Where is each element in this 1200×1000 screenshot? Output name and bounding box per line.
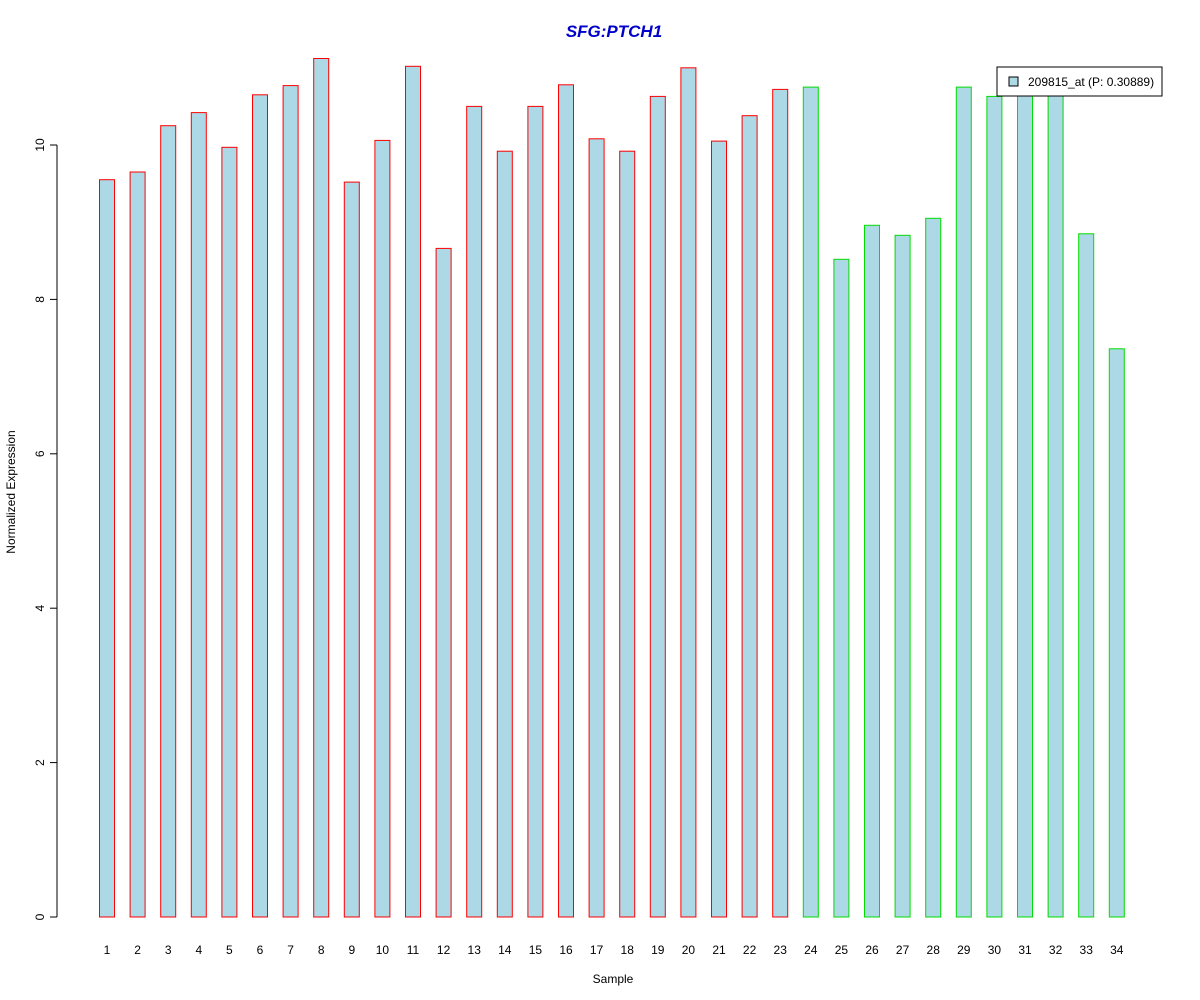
x-axis-tick-label: 13 (468, 943, 482, 957)
bar-sample-34 (1108, 348, 1125, 918)
legend: 209815_at (P: 0.30889) (996, 66, 1163, 97)
bar-sample-24 (802, 86, 819, 918)
x-axis-tick-label: 30 (988, 943, 1002, 957)
bars (99, 58, 1125, 918)
x-axis-tick-label: 2 (134, 943, 141, 957)
bar-sample-12 (435, 247, 452, 918)
x-axis-tick-label: 4 (195, 943, 202, 957)
bar-sample-25 (833, 258, 850, 918)
bar-sample-13 (466, 105, 483, 918)
x-axis-label: Sample (593, 972, 634, 986)
bar-sample-22 (741, 115, 758, 918)
x-axis-tick-label: 1 (104, 943, 111, 957)
x-axis-tick-label: 5 (226, 943, 233, 957)
x-axis-tick-label: 12 (437, 943, 451, 957)
x-axis-tick-label: 10 (376, 943, 390, 957)
legend-label: 209815_at (P: 0.30889) (1028, 75, 1154, 89)
bar-sample-2 (129, 171, 146, 918)
y-axis-label: Normalized Expression (4, 430, 18, 553)
bar-sample-16 (558, 84, 574, 918)
legend-box (996, 66, 1163, 97)
y-axis-tick-label: 2 (33, 759, 47, 766)
bar-sample-8 (313, 58, 330, 918)
bar-sample-33 (1078, 233, 1095, 918)
x-axis-tick-label: 33 (1080, 943, 1094, 957)
x-axis-tick-label: 11 (407, 943, 420, 957)
x-axis-tick-label: 22 (743, 943, 757, 957)
bar-sample-18 (619, 150, 636, 918)
x-axis-tick-label: 6 (257, 943, 264, 957)
bar-sample-21 (711, 140, 727, 918)
bar-sample-31 (1017, 90, 1033, 918)
bar-sample-3 (160, 125, 177, 918)
y-axis-tick-label: 6 (33, 450, 47, 457)
x-axis-tick-label: 26 (865, 943, 879, 957)
bar-sample-1 (99, 179, 115, 918)
bar-sample-20 (680, 67, 697, 918)
bar-sample-29 (955, 86, 972, 918)
x-axis-tick-labels: 1 2 3 4 5 6 7 8 9 10 11 12 13 14 15 16 17 18 19 20 21 22 23 24 2… (104, 943, 1124, 957)
bar-sample-6 (252, 94, 268, 918)
x-axis-tick-label: 27 (896, 943, 910, 957)
y-axis-tick-label: 8 (33, 296, 47, 303)
bar-sample-28 (925, 217, 942, 918)
bar-sample-4 (190, 112, 207, 918)
x-axis-tick-label: 3 (165, 943, 172, 957)
x-axis-tick-label: 25 (835, 943, 849, 957)
bar-sample-7 (282, 85, 299, 918)
x-axis-tick-label: 14 (498, 943, 512, 957)
bar-sample-11 (405, 65, 421, 918)
x-axis-tick-label: 16 (559, 943, 573, 957)
y-axis-tick-label: 4 (33, 605, 47, 612)
bar-sample-26 (864, 224, 880, 918)
chart-title: SFG:PTCH1 (566, 22, 662, 41)
bar-sample-14 (496, 150, 513, 918)
legend-swatch (1008, 76, 1019, 87)
bar-sample-10 (374, 139, 391, 918)
x-axis-tick-label: 18 (621, 943, 635, 957)
x-axis-tick-label: 21 (712, 943, 726, 957)
y-axis-tick-label: 10 (33, 138, 47, 152)
x-axis-tick-label: 17 (590, 943, 604, 957)
bar-sample-17 (588, 138, 605, 918)
bar-sample-15 (527, 105, 544, 918)
x-axis-tick-label: 24 (804, 943, 818, 957)
x-axis-tick-label: 23 (774, 943, 788, 957)
x-axis-tick-label: 8 (318, 943, 325, 957)
x-axis-tick-label: 34 (1110, 943, 1124, 957)
bar-sample-32 (1047, 90, 1064, 918)
y-axis-tick-label: 0 (33, 913, 47, 920)
y-axis: 0 2 4 6 8 10 (33, 138, 58, 920)
x-axis-tick-label: 29 (957, 943, 971, 957)
bar-sample-27 (894, 234, 911, 918)
x-axis-tick-label: 31 (1018, 943, 1032, 957)
x-axis-tick-label: 32 (1049, 943, 1063, 957)
x-axis-tick-label: 20 (682, 943, 696, 957)
bar-sample-23 (772, 88, 789, 918)
x-axis-tick-label: 28 (927, 943, 941, 957)
x-axis-tick-label: 9 (348, 943, 355, 957)
bar-sample-9 (343, 181, 360, 918)
x-axis-tick-label: 7 (287, 943, 294, 957)
x-axis-tick-label: 19 (651, 943, 665, 957)
bar-sample-5 (221, 146, 238, 918)
bar-sample-19 (649, 95, 666, 918)
bar-sample-30 (986, 95, 1003, 918)
x-axis-tick-label: 15 (529, 943, 543, 957)
